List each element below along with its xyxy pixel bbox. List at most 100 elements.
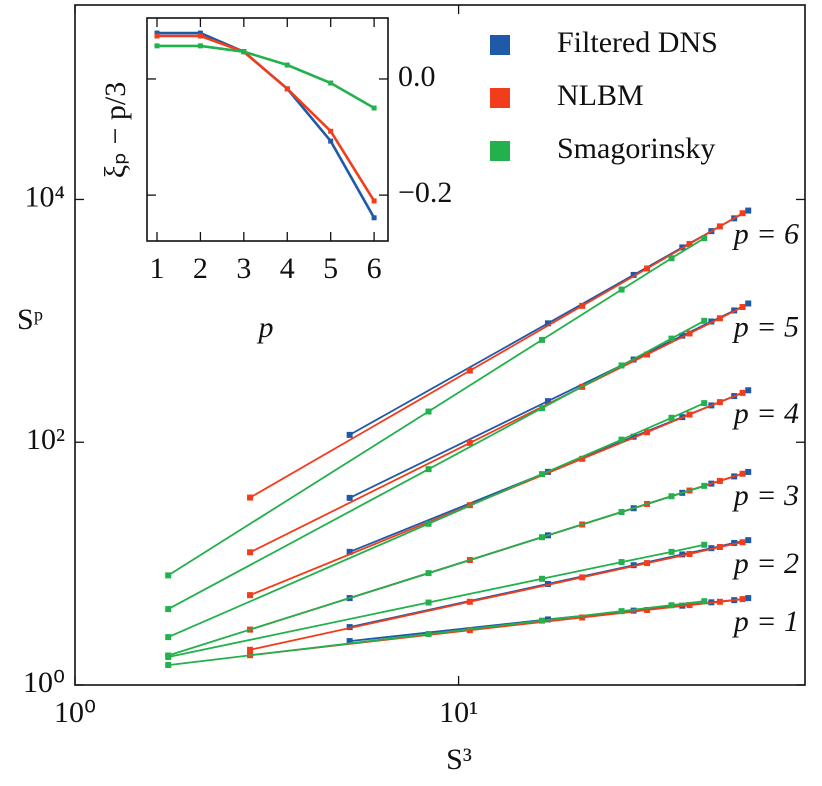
series-line — [157, 34, 376, 202]
data-point — [644, 606, 651, 613]
data-point — [701, 235, 708, 242]
data-point — [346, 638, 353, 645]
data-point — [241, 49, 247, 55]
data-point — [346, 624, 353, 631]
curve-label: p = 3 — [732, 479, 799, 512]
data-point — [668, 493, 675, 500]
data-point — [686, 240, 693, 247]
data-point — [701, 541, 708, 548]
data-point — [739, 596, 746, 603]
data-point — [739, 539, 746, 546]
data-point — [668, 414, 675, 421]
data-point — [544, 398, 551, 405]
data-point — [197, 33, 203, 39]
data-point — [716, 477, 723, 484]
data-point — [618, 608, 625, 615]
legend-swatch — [490, 141, 510, 161]
data-point — [679, 551, 686, 558]
curve-label: p = 5 — [732, 310, 799, 343]
data-point — [630, 271, 637, 278]
data-point — [466, 627, 473, 634]
data-point — [618, 559, 625, 566]
data-point — [539, 617, 546, 624]
data-point — [739, 470, 746, 477]
data-point — [154, 30, 160, 36]
x-tick-label: 1 — [149, 252, 164, 285]
data-point — [539, 336, 546, 343]
data-point — [165, 662, 172, 669]
data-point — [544, 320, 551, 327]
data-point — [346, 494, 353, 501]
data-point — [668, 335, 675, 342]
x-tick-label: 2 — [193, 252, 208, 285]
data-point — [165, 652, 172, 659]
series-line — [157, 44, 375, 110]
inset-frame — [146, 17, 389, 242]
y-tick-label: 10⁰ — [23, 666, 65, 699]
data-point — [371, 105, 377, 111]
data-point — [466, 439, 473, 446]
data-point — [716, 544, 723, 551]
data-point — [425, 408, 432, 415]
data-point — [247, 592, 254, 599]
y-tick-label: 10² — [26, 423, 65, 456]
legend-label: Smagorinsky — [557, 132, 715, 165]
data-point — [644, 265, 651, 272]
data-point — [618, 436, 625, 443]
data-point — [745, 468, 752, 475]
data-point — [716, 598, 723, 605]
legend-swatch — [490, 88, 510, 108]
curve-label: p = 4 — [732, 397, 799, 430]
data-point — [328, 138, 334, 144]
data-point — [247, 549, 254, 556]
data-point — [745, 537, 752, 544]
plot-frame — [74, 4, 806, 686]
data-point — [425, 570, 432, 577]
data-point — [745, 207, 752, 214]
series-line — [168, 543, 705, 658]
data-point — [701, 317, 708, 324]
series-line — [167, 237, 705, 577]
data-point — [165, 634, 172, 641]
data-point — [579, 455, 586, 462]
data-point — [618, 286, 625, 293]
data-point — [686, 602, 693, 609]
inset-y-label: ξₚ − p/3 — [99, 82, 132, 178]
series-line — [167, 485, 705, 657]
data-point — [346, 548, 353, 555]
data-point — [197, 43, 203, 49]
series-line — [167, 402, 705, 638]
y-tick-label: 0.0 — [398, 60, 436, 93]
y-tick-label: 10⁴ — [25, 180, 65, 213]
y-axis-label: Sᵖ — [17, 303, 43, 336]
data-point — [701, 598, 708, 605]
x-tick-label: 10⁰ — [54, 696, 96, 729]
data-point — [668, 548, 675, 555]
data-point — [346, 431, 353, 438]
data-point — [708, 318, 715, 325]
data-point — [284, 86, 290, 92]
data-point — [328, 128, 334, 134]
data-point — [644, 429, 651, 436]
data-point — [466, 367, 473, 374]
data-point — [425, 520, 432, 527]
curve-label: p = 6 — [732, 217, 799, 250]
data-point — [154, 43, 160, 49]
data-point — [579, 574, 586, 581]
data-point — [165, 572, 172, 579]
data-point — [701, 400, 708, 407]
data-point — [644, 351, 651, 358]
curve-label: p = 2 — [732, 547, 799, 580]
data-point — [716, 399, 723, 406]
data-point — [745, 595, 752, 602]
data-point — [425, 631, 432, 638]
x-tick-label: 4 — [280, 252, 295, 285]
data-point — [630, 433, 637, 440]
x-tick-label: 5 — [323, 252, 338, 285]
curve-label: p = 1 — [732, 605, 799, 638]
data-point — [679, 332, 686, 339]
data-point — [539, 471, 546, 478]
data-point — [686, 551, 693, 558]
data-point — [630, 607, 637, 614]
series-line — [167, 320, 705, 610]
